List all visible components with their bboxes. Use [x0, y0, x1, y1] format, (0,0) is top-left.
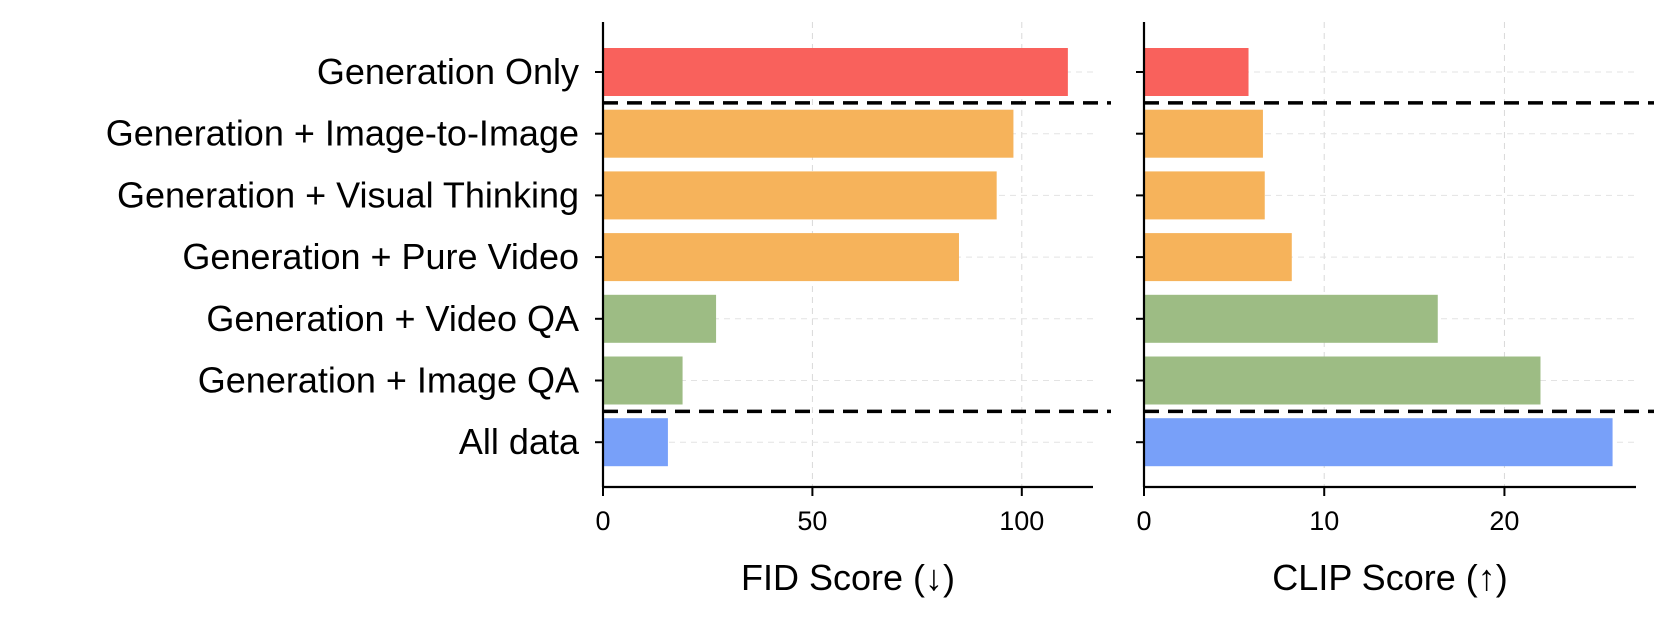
bar-all-data — [1144, 418, 1613, 467]
category-label: All data — [459, 421, 580, 462]
x-tick-label: 100 — [999, 506, 1044, 536]
x-tick-label: 0 — [1136, 506, 1151, 536]
bar-generation-image-qa — [1144, 356, 1541, 405]
x-axis-title: FID Score (↓) — [741, 557, 955, 598]
category-label: Generation + Video QA — [206, 298, 579, 339]
panel-fid: Generation Only Generation + Image-to-Ima… — [106, 22, 1111, 598]
bar-generation-only — [1144, 48, 1249, 96]
category-label: Generation + Image-to-Image — [106, 113, 579, 154]
x-tick-label: 10 — [1309, 506, 1339, 536]
x-axis-title: CLIP Score (↑) — [1272, 557, 1507, 598]
x-tick-label: 20 — [1489, 506, 1519, 536]
bar-generation-only — [603, 48, 1068, 96]
panel-clip: 0 10 20 CLIP Score (↑) — [1136, 22, 1654, 598]
bar-generation-visual-thinking — [1144, 171, 1265, 220]
category-label: Generation + Visual Thinking — [117, 174, 579, 215]
x-tick-label: 50 — [797, 506, 827, 536]
bar-generation-image-qa — [603, 356, 683, 405]
category-label: Generation + Image QA — [198, 360, 579, 401]
bar-all-data — [603, 418, 668, 467]
bar-generation-video-qa — [1144, 294, 1438, 343]
bar-generation-image-to-image — [603, 109, 1014, 158]
category-label: Generation + Pure Video — [182, 236, 579, 277]
bar-generation-pure-video — [1144, 233, 1292, 282]
bar-generation-pure-video — [603, 233, 959, 282]
x-tick-label: 0 — [595, 506, 610, 536]
category-label: Generation Only — [317, 51, 579, 92]
bar-generation-video-qa — [603, 294, 717, 343]
bar-generation-visual-thinking — [603, 171, 997, 220]
bar-generation-image-to-image — [1144, 109, 1263, 158]
